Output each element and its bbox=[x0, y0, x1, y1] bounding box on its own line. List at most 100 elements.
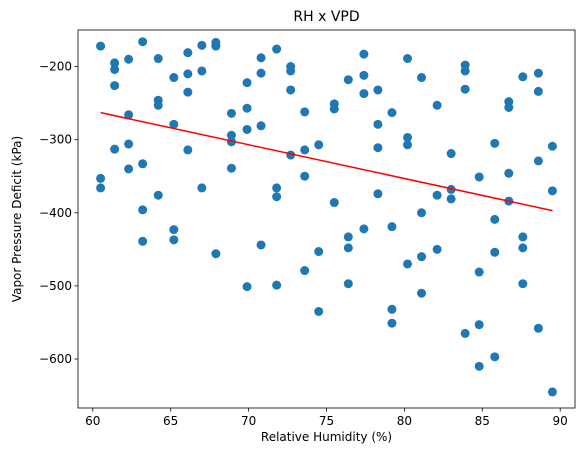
y-axis-ticks: −200 −300 −400 −500 −600 bbox=[39, 60, 78, 366]
data-point-66 bbox=[343, 279, 353, 289]
data-point-3 bbox=[110, 58, 120, 68]
data-point-62 bbox=[329, 198, 339, 208]
data-point-111 bbox=[518, 243, 528, 253]
data-point-94 bbox=[460, 66, 470, 76]
data-point-77 bbox=[387, 304, 397, 314]
data-point-116 bbox=[533, 323, 543, 333]
x-tick-label: 80 bbox=[397, 414, 412, 428]
data-point-57 bbox=[314, 140, 324, 150]
data-point-17 bbox=[153, 100, 163, 110]
data-point-67 bbox=[359, 49, 369, 59]
data-point-110 bbox=[518, 232, 528, 242]
data-point-23 bbox=[183, 48, 193, 58]
data-point-61 bbox=[329, 104, 339, 114]
data-point-115 bbox=[533, 156, 543, 166]
data-point-78 bbox=[387, 318, 397, 328]
data-point-68 bbox=[359, 70, 369, 80]
data-point-27 bbox=[197, 40, 207, 50]
data-point-45 bbox=[272, 44, 282, 54]
data-point-55 bbox=[300, 171, 310, 181]
data-point-54 bbox=[300, 145, 310, 155]
x-tick-label: 65 bbox=[163, 414, 178, 428]
data-point-75 bbox=[387, 108, 397, 118]
data-point-103 bbox=[490, 247, 500, 257]
x-tick-label: 85 bbox=[475, 414, 490, 428]
plot-area bbox=[96, 37, 557, 397]
data-point-20 bbox=[169, 119, 179, 129]
data-point-21 bbox=[169, 225, 179, 235]
data-point-112 bbox=[518, 279, 528, 289]
data-point-95 bbox=[460, 84, 470, 94]
data-point-36 bbox=[226, 163, 236, 173]
data-point-82 bbox=[403, 259, 413, 269]
data-point-76 bbox=[387, 222, 397, 232]
data-point-35 bbox=[226, 137, 236, 147]
data-point-58 bbox=[314, 247, 324, 257]
data-point-119 bbox=[547, 387, 557, 397]
data-point-39 bbox=[242, 124, 252, 134]
data-point-71 bbox=[373, 85, 383, 95]
data-point-26 bbox=[183, 145, 193, 155]
data-point-102 bbox=[490, 214, 500, 224]
data-point-72 bbox=[373, 119, 383, 129]
data-point-24 bbox=[183, 69, 193, 79]
y-tick-label: −200 bbox=[39, 60, 72, 74]
data-point-99 bbox=[474, 320, 484, 330]
data-point-81 bbox=[403, 140, 413, 150]
data-point-70 bbox=[359, 224, 369, 234]
data-point-32 bbox=[211, 249, 221, 259]
data-point-34 bbox=[226, 130, 236, 140]
data-point-14 bbox=[138, 236, 148, 246]
data-point-9 bbox=[124, 139, 134, 149]
data-point-43 bbox=[256, 121, 266, 131]
data-point-46 bbox=[272, 183, 282, 193]
data-point-83 bbox=[417, 73, 427, 83]
data-points bbox=[96, 37, 557, 397]
x-tick-label: 90 bbox=[553, 414, 568, 428]
x-axis-title: Relative Humidity (%) bbox=[261, 430, 392, 444]
data-point-33 bbox=[226, 108, 236, 118]
data-point-37 bbox=[242, 78, 252, 88]
data-point-7 bbox=[124, 54, 134, 64]
data-point-92 bbox=[446, 194, 456, 204]
data-point-28 bbox=[197, 66, 207, 76]
data-point-0 bbox=[96, 41, 106, 51]
data-point-1 bbox=[96, 173, 106, 183]
data-point-18 bbox=[153, 190, 163, 200]
data-point-109 bbox=[518, 72, 528, 82]
data-point-8 bbox=[124, 110, 134, 120]
data-point-41 bbox=[256, 53, 266, 63]
data-point-31 bbox=[211, 41, 221, 51]
data-point-11 bbox=[138, 37, 148, 47]
data-point-100 bbox=[474, 361, 484, 371]
data-point-96 bbox=[460, 328, 470, 338]
data-point-44 bbox=[256, 240, 266, 250]
data-point-65 bbox=[343, 243, 353, 253]
data-point-50 bbox=[286, 66, 296, 76]
data-point-104 bbox=[490, 352, 500, 362]
plot-frame bbox=[77, 29, 576, 409]
data-point-97 bbox=[474, 172, 484, 182]
data-point-53 bbox=[300, 107, 310, 117]
data-point-25 bbox=[183, 87, 193, 97]
data-point-74 bbox=[373, 189, 383, 199]
data-point-69 bbox=[359, 89, 369, 99]
data-point-117 bbox=[547, 141, 557, 151]
data-point-90 bbox=[446, 149, 456, 159]
data-point-86 bbox=[417, 288, 427, 298]
data-point-38 bbox=[242, 103, 252, 113]
data-point-84 bbox=[417, 208, 427, 218]
y-tick-label: −400 bbox=[39, 206, 72, 220]
data-point-48 bbox=[272, 280, 282, 290]
data-point-98 bbox=[474, 267, 484, 277]
data-point-80 bbox=[403, 132, 413, 142]
data-point-118 bbox=[547, 186, 557, 196]
data-point-106 bbox=[504, 103, 514, 112]
data-point-6 bbox=[110, 144, 120, 154]
data-point-42 bbox=[256, 68, 266, 78]
data-point-10 bbox=[124, 164, 134, 174]
data-point-88 bbox=[432, 190, 442, 200]
data-point-73 bbox=[373, 143, 383, 153]
data-point-85 bbox=[417, 252, 427, 262]
data-point-56 bbox=[300, 266, 310, 276]
